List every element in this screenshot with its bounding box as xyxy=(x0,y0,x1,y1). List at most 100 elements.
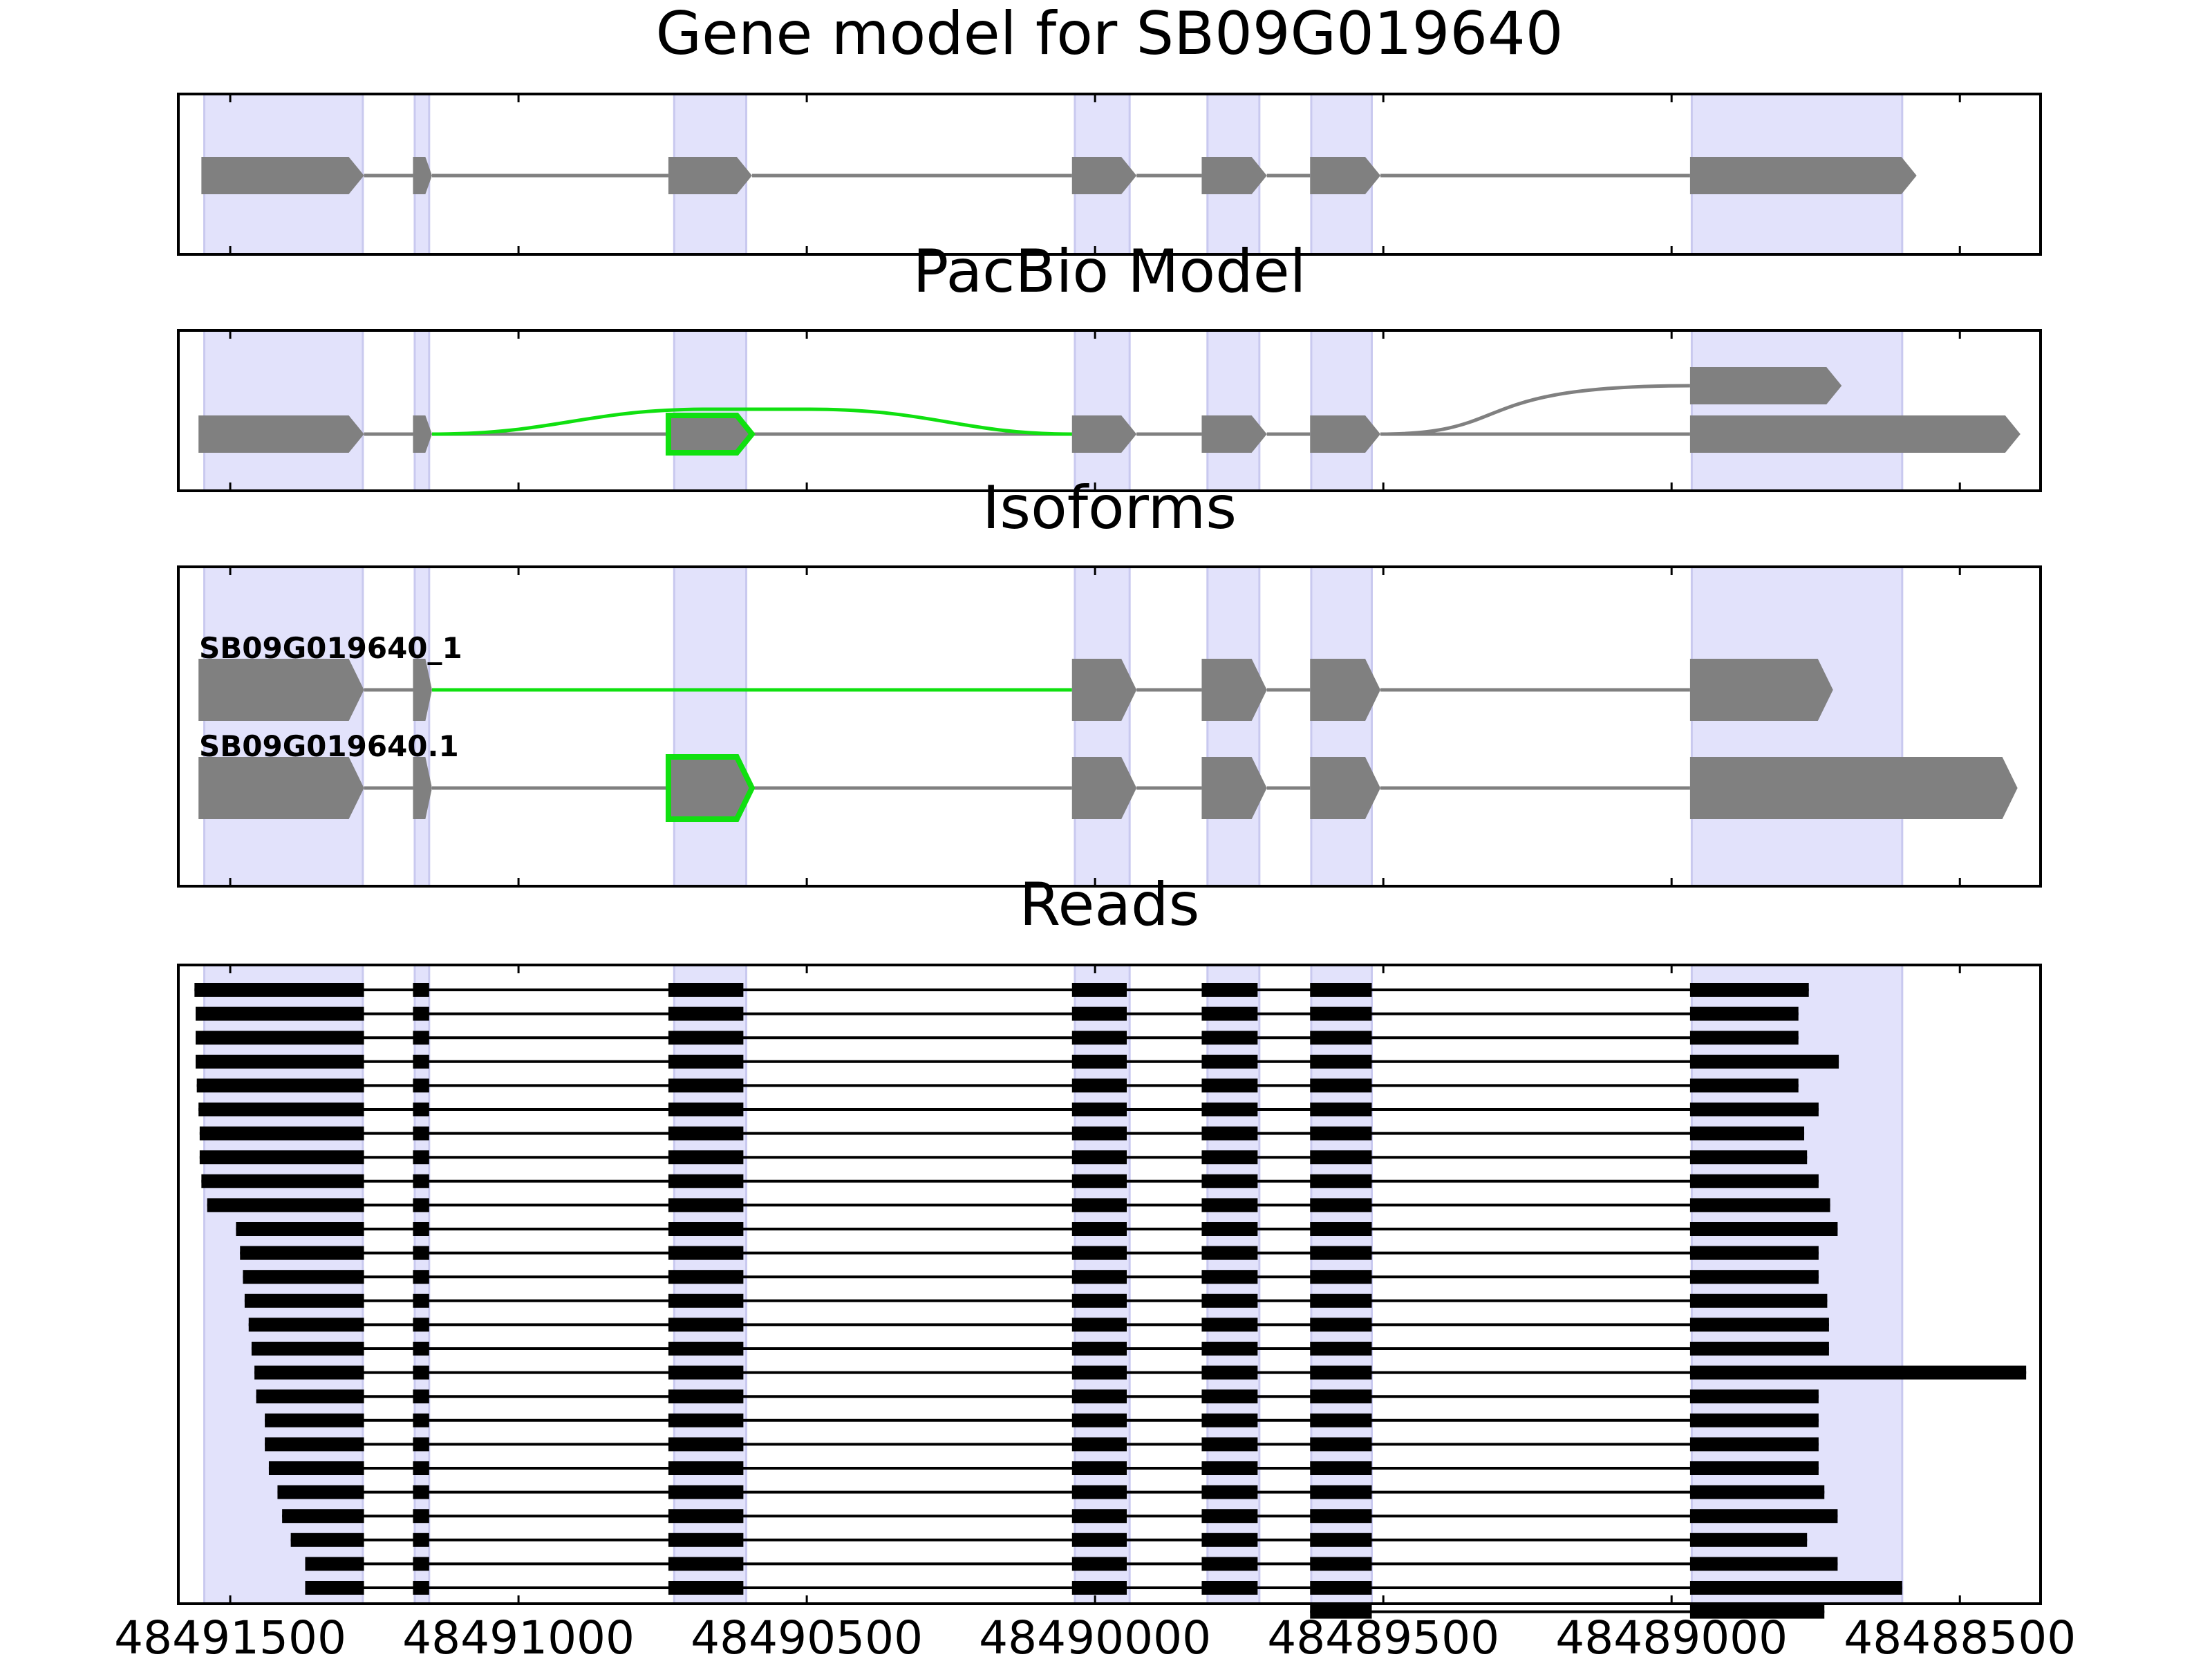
isoforms-exon xyxy=(1310,659,1381,721)
read-exon-block xyxy=(1310,1581,1372,1595)
read-exon-block xyxy=(668,1054,744,1069)
read-exon-block xyxy=(1689,1103,1819,1116)
read-exon-block xyxy=(413,1389,429,1404)
isoforms-exon xyxy=(1071,757,1137,819)
pacbio-novel-junction-arc xyxy=(431,407,1072,436)
read-exon-block xyxy=(1310,1293,1372,1308)
read-exon-block xyxy=(1689,1246,1819,1260)
read-exon-block xyxy=(194,983,364,997)
read-exon-block xyxy=(668,1437,744,1452)
isoforms-highlight-band xyxy=(1206,565,1261,888)
isoforms-exon xyxy=(1201,757,1267,819)
pacbio-branch-exon xyxy=(1689,367,1842,404)
read-exon-block xyxy=(305,1581,364,1595)
read-exon-block xyxy=(1689,1318,1829,1332)
read-exon-block xyxy=(199,1150,364,1165)
read-row xyxy=(268,1461,1819,1475)
x-tick-label: 48491500 xyxy=(114,1611,346,1659)
read-exon-block xyxy=(1201,983,1258,997)
pacbio-highlight-band xyxy=(1690,329,1904,492)
read-exon-block xyxy=(1201,1198,1258,1212)
read-exon-block xyxy=(1310,1413,1372,1427)
read-exon-block xyxy=(413,1270,429,1284)
gene-title: Gene model for SB09G019640 xyxy=(656,0,1564,68)
read-exon-block xyxy=(668,1174,744,1188)
pacbio-panel-frame xyxy=(177,329,2042,492)
pacbio-highlight-band xyxy=(203,329,364,492)
read-row xyxy=(236,1222,1838,1236)
read-exon-block xyxy=(413,1461,429,1475)
read-exon-block xyxy=(1071,1246,1127,1260)
read-exon-block xyxy=(413,1150,429,1165)
read-exon-block xyxy=(668,1126,744,1141)
read-exon-block xyxy=(413,1246,429,1260)
read-exon-block xyxy=(1201,1557,1258,1571)
read-exon-block xyxy=(1201,1581,1258,1595)
read-exon-block xyxy=(1071,1174,1127,1188)
read-row xyxy=(277,1485,1825,1499)
pacbio-exon xyxy=(1201,415,1267,453)
read-exon-block xyxy=(1310,1270,1372,1284)
read-exon-block xyxy=(1689,1078,1799,1093)
read-exon-block xyxy=(413,1222,429,1236)
read-row xyxy=(243,1270,1819,1284)
isoforms-highlight-band xyxy=(1074,565,1131,888)
isoforms-exon xyxy=(1310,757,1381,819)
read-exon-block xyxy=(1071,1413,1127,1427)
read-exon-block xyxy=(1310,1604,1372,1619)
read-exon-block xyxy=(240,1246,364,1260)
gene-exon xyxy=(668,157,752,194)
read-exon-block xyxy=(1071,1318,1127,1332)
read-exon-block xyxy=(413,1054,429,1069)
read-exon-block xyxy=(1071,1031,1127,1045)
read-exon-block xyxy=(1310,1246,1372,1260)
read-exon-block xyxy=(1201,1533,1258,1547)
read-exon-block xyxy=(1071,1533,1127,1547)
isoforms-panel-frame xyxy=(177,565,2042,888)
read-exon-block xyxy=(199,1126,364,1141)
reads-panel-frame xyxy=(177,964,2042,1605)
read-exon-block xyxy=(1071,1078,1127,1093)
read-exon-block xyxy=(236,1222,364,1236)
read-row xyxy=(199,1150,1808,1165)
read-exon-block xyxy=(1071,1581,1127,1595)
read-exon-block xyxy=(265,1413,364,1427)
read-exon-block xyxy=(1310,1461,1372,1475)
read-row xyxy=(305,1581,1902,1595)
read-exon-block xyxy=(1071,1006,1127,1021)
read-exon-block xyxy=(1201,1270,1258,1284)
read-exon-block xyxy=(196,1006,364,1021)
isoforms-highlight-band xyxy=(1310,565,1373,888)
read-exon-block xyxy=(1310,1318,1372,1332)
read-exon-block xyxy=(1689,1054,1839,1069)
isoforms-exon xyxy=(198,659,364,721)
read-exon-block xyxy=(1201,1174,1258,1188)
read-exon-block xyxy=(1071,1198,1127,1212)
isoforms-highlight-band xyxy=(203,565,364,888)
read-exon-block xyxy=(668,1365,744,1380)
read-exon-block xyxy=(1310,1031,1372,1045)
x-tick-label: 48489500 xyxy=(1267,1611,1499,1659)
read-exon-block xyxy=(1689,1389,1819,1404)
read-row xyxy=(244,1293,1828,1308)
read-row xyxy=(282,1509,1838,1524)
x-tick-label: 48491000 xyxy=(402,1611,635,1659)
read-exon-block xyxy=(413,1198,429,1212)
read-exon-block xyxy=(1071,1150,1127,1165)
read-exon-block xyxy=(1310,1103,1372,1116)
isoforms-novel-exon xyxy=(665,754,756,822)
reads-tracks xyxy=(194,983,2027,1619)
read-exon-block xyxy=(1310,1198,1372,1212)
read-exon-block xyxy=(196,1031,364,1045)
read-row xyxy=(196,1006,1799,1021)
isoform-label: SB09G019640_1 xyxy=(199,631,462,665)
read-exon-block xyxy=(1201,1246,1258,1260)
read-exon-block xyxy=(1201,1006,1258,1021)
read-exon-block xyxy=(1689,1222,1838,1236)
read-exon-block xyxy=(1201,1342,1258,1356)
read-exon-block xyxy=(1689,1174,1819,1188)
read-exon-block xyxy=(1689,1604,1825,1619)
read-exon-block xyxy=(668,1557,744,1571)
pacbio-exon xyxy=(198,415,364,453)
x-tick-label: 48489000 xyxy=(1555,1611,1788,1659)
